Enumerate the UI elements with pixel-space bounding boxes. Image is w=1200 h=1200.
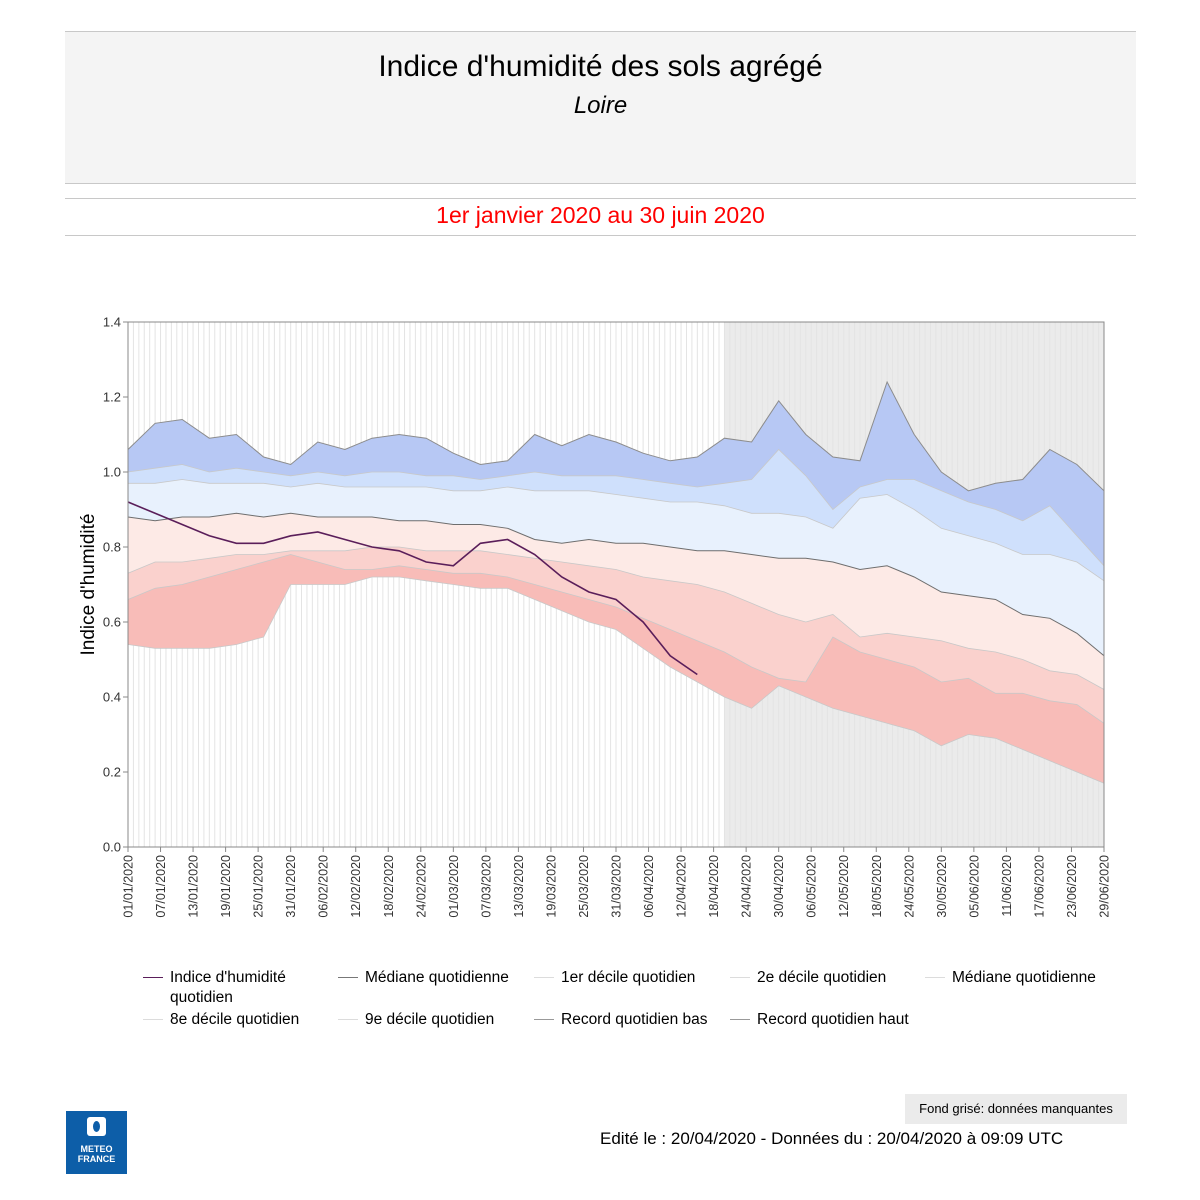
y-tick-label: 0.6 bbox=[103, 615, 121, 630]
logo-text: METEO FRANCE bbox=[77, 1144, 116, 1164]
x-tick-label: 12/02/2020 bbox=[349, 855, 363, 918]
legend-label: 8e décile quotidien bbox=[170, 1011, 300, 1028]
x-tick-label: 24/05/2020 bbox=[902, 855, 916, 918]
legend-line-symbol bbox=[730, 977, 750, 978]
x-tick-label: 31/01/2020 bbox=[284, 855, 298, 918]
legend-label: 1er décile quotidien bbox=[561, 969, 696, 986]
x-tick-label: 13/01/2020 bbox=[187, 855, 201, 918]
x-tick-label: 24/02/2020 bbox=[414, 855, 428, 918]
x-tick-label: 19/01/2020 bbox=[219, 855, 233, 918]
y-tick-label: 1.4 bbox=[103, 315, 121, 330]
band-9e-decile bbox=[128, 449, 1104, 581]
legend-label: 9e décile quotidien bbox=[365, 1011, 495, 1028]
missing-data-note: Fond grisé: données manquantes bbox=[905, 1094, 1127, 1124]
meteo-france-logo: METEO FRANCE bbox=[66, 1111, 127, 1174]
legend-label: Record quotidien bas bbox=[561, 1011, 708, 1028]
legend-label: Indice d'humidité quotidien bbox=[170, 969, 286, 1006]
x-tick-label: 11/06/2020 bbox=[1000, 855, 1014, 917]
x-tick-label: 31/03/2020 bbox=[610, 855, 624, 918]
line-record-high bbox=[127, 380, 1105, 492]
x-tick-label: 18/04/2020 bbox=[707, 855, 721, 918]
y-tick-label: 1.0 bbox=[103, 465, 121, 480]
y-tick-label: 1.2 bbox=[103, 390, 121, 405]
line-record-low bbox=[127, 576, 1105, 784]
x-tick-label: 06/05/2020 bbox=[805, 855, 819, 918]
legend-line-symbol bbox=[534, 1019, 554, 1020]
legend-label: Record quotidien haut bbox=[757, 1011, 909, 1028]
period-panel: 1er janvier 2020 au 30 juin 2020 bbox=[65, 198, 1136, 236]
band-2e-decile bbox=[128, 513, 1104, 690]
line-observed-index bbox=[127, 501, 698, 676]
x-tick-label: 29/06/2020 bbox=[1098, 855, 1112, 918]
x-tick-label: 01/03/2020 bbox=[447, 855, 461, 918]
x-tick-label: 01/01/2020 bbox=[122, 855, 136, 918]
legend-line-symbol bbox=[143, 977, 163, 978]
x-tick-label: 17/06/2020 bbox=[1032, 855, 1046, 918]
line-8e-decile bbox=[128, 479, 1105, 582]
x-tick-label: 30/04/2020 bbox=[772, 855, 786, 918]
x-tick-label: 24/04/2020 bbox=[740, 855, 754, 918]
x-tick-label: 13/03/2020 bbox=[512, 855, 526, 918]
x-tick-label: 30/05/2020 bbox=[935, 855, 949, 918]
x-tick-label: 07/03/2020 bbox=[479, 855, 493, 918]
band-8e-decile bbox=[128, 479, 1104, 656]
y-axis-title: Indice d'humidité bbox=[78, 514, 99, 656]
line-1er-decile bbox=[127, 554, 1105, 724]
logo-icon bbox=[87, 1117, 106, 1136]
x-tick-label: 18/05/2020 bbox=[870, 855, 884, 918]
line-2e-decile bbox=[127, 546, 1105, 690]
legend-line-symbol bbox=[730, 1019, 750, 1020]
x-tick-label: 23/06/2020 bbox=[1065, 855, 1079, 918]
x-tick-label: 18/02/2020 bbox=[382, 855, 396, 918]
legend-line-symbol bbox=[925, 977, 945, 978]
period-label: 1er janvier 2020 au 30 juin 2020 bbox=[436, 202, 765, 228]
legend-line-symbol bbox=[338, 977, 358, 978]
x-tick-label: 25/03/2020 bbox=[577, 855, 591, 918]
header-panel: Indice d'humidité des sols agrégé Loire bbox=[65, 31, 1136, 184]
line-9e-decile bbox=[127, 448, 1105, 567]
x-tick-label: 06/02/2020 bbox=[317, 855, 331, 918]
x-tick-label: 19/03/2020 bbox=[544, 855, 558, 918]
chart-subtitle: Loire bbox=[573, 92, 628, 119]
band-record-high bbox=[128, 382, 1104, 566]
x-tick-label: 25/01/2020 bbox=[252, 855, 266, 918]
legend-label: Médiane quotidienne bbox=[365, 969, 509, 986]
y-tick-label: 0.4 bbox=[103, 690, 121, 705]
chart-title: Indice d'humidité des sols agrégé bbox=[378, 50, 823, 83]
x-tick-label: 05/06/2020 bbox=[967, 855, 981, 918]
y-tick-label: 0.8 bbox=[103, 540, 121, 555]
edit-footer: Edité le : 20/04/2020 - Données du : 20/… bbox=[600, 1129, 1064, 1148]
x-tick-label: 12/04/2020 bbox=[675, 855, 689, 918]
legend-label: Médiane quotidienne bbox=[952, 969, 1096, 986]
legend-line-symbol bbox=[143, 1019, 163, 1020]
legend-line-symbol bbox=[338, 1019, 358, 1020]
x-tick-label: 07/01/2020 bbox=[154, 855, 168, 918]
legend-line-symbol bbox=[534, 977, 554, 978]
line-median bbox=[127, 512, 1105, 657]
x-tick-label: 12/05/2020 bbox=[837, 855, 851, 918]
band-1er-decile bbox=[128, 547, 1104, 724]
legend-label: 2e décile quotidien bbox=[757, 969, 887, 986]
y-tick-label: 0.2 bbox=[103, 765, 121, 780]
y-tick-label: 0.0 bbox=[103, 840, 121, 855]
band-record-low bbox=[128, 554, 1104, 784]
x-tick-label: 06/04/2020 bbox=[642, 855, 656, 918]
